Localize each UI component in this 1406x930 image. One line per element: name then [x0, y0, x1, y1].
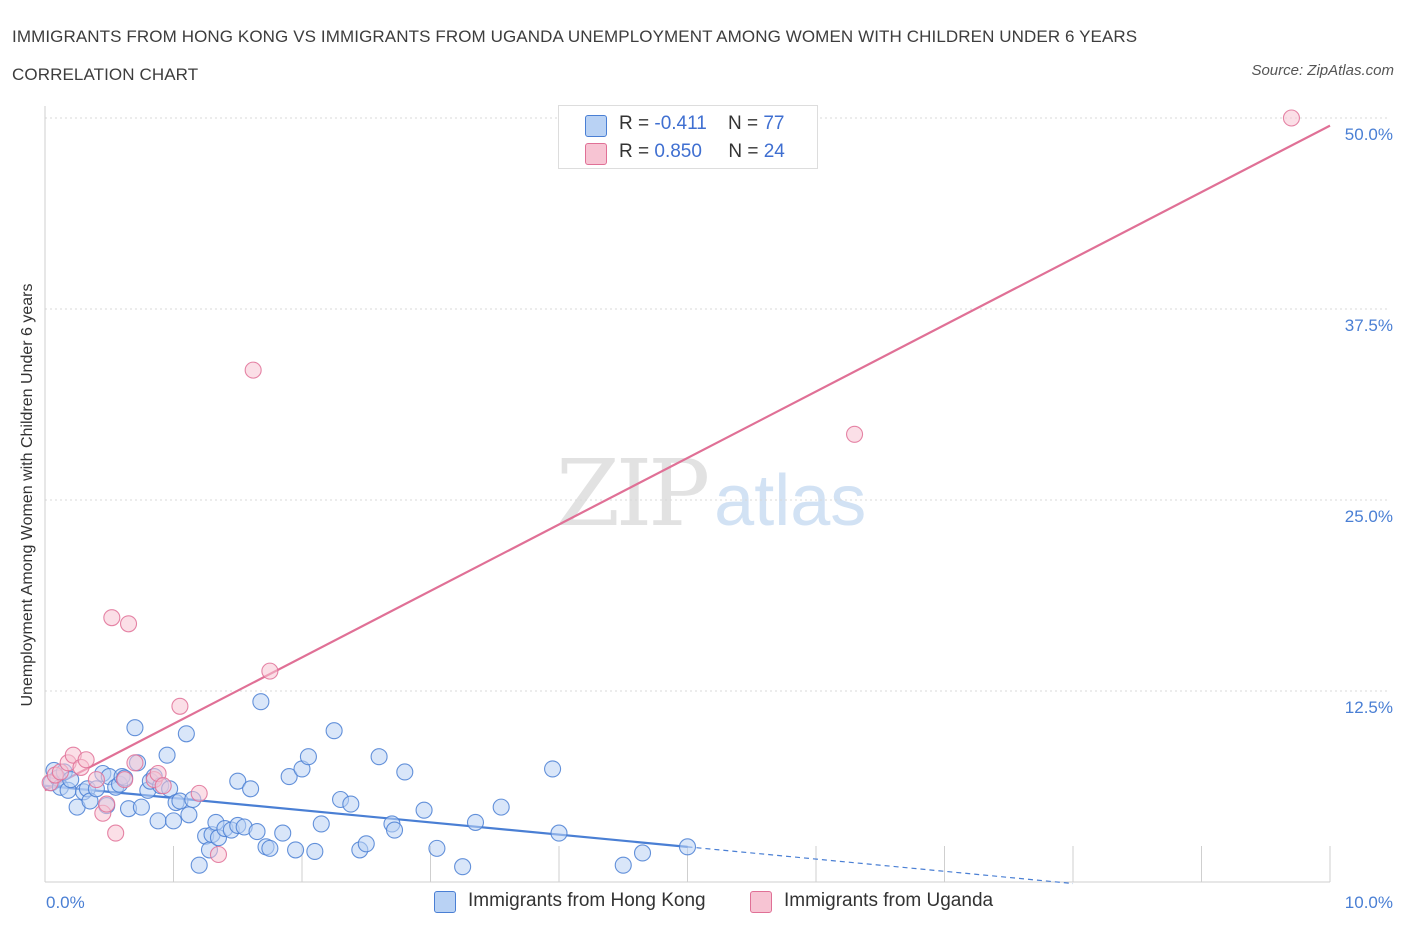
- n-label: N =: [727, 113, 764, 134]
- stats-text-uganda: R = 0.850 N = 24: [619, 141, 785, 163]
- data-point-uganda: [244, 361, 262, 379]
- data-point-hong-kong: [126, 719, 144, 737]
- data-point-uganda: [107, 824, 125, 842]
- data-point-uganda: [103, 609, 121, 627]
- data-point-hong-kong: [614, 856, 632, 874]
- data-point-hong-kong: [190, 856, 208, 874]
- data-point-hong-kong: [280, 768, 298, 786]
- data-point-hong-kong: [396, 763, 414, 781]
- trend-line-1: [44, 124, 1331, 792]
- axes: [44, 106, 1331, 883]
- data-point-hong-kong: [454, 858, 472, 876]
- data-point-uganda: [209, 845, 228, 864]
- stats-swatch-uganda: [585, 143, 607, 165]
- r-label: R =: [619, 113, 655, 134]
- data-point-uganda: [845, 425, 864, 443]
- data-point-hong-kong: [248, 823, 266, 841]
- data-point-hong-kong: [177, 725, 195, 743]
- legend-label-hong-kong: Immigrants from Hong Kong: [468, 890, 706, 911]
- data-point-uganda: [261, 662, 279, 680]
- data-point-hong-kong: [633, 844, 652, 862]
- r-label: R =: [619, 141, 655, 162]
- watermark-zip: ZIP: [556, 440, 710, 547]
- data-point-hong-kong: [678, 838, 697, 856]
- stats-text-hong-kong: R = -0.411 N = 77: [619, 113, 784, 135]
- data-point-hong-kong: [415, 801, 433, 819]
- x-tick-label: 10.0%: [1345, 893, 1393, 912]
- data-point-uganda: [98, 795, 116, 813]
- data-point-hong-kong: [229, 772, 247, 790]
- stats-swatch-hong-kong: [585, 115, 607, 137]
- stats-box: R = -0.411 N = 77 R = 0.850 N = 24: [558, 105, 818, 169]
- trend-line-extension-0: [687, 846, 1074, 885]
- n-label: N =: [728, 141, 764, 162]
- data-point-hong-kong: [299, 748, 317, 766]
- data-point-hong-kong: [287, 841, 305, 859]
- data-points: [41, 109, 1300, 876]
- r-value-hong-kong: -0.411: [654, 113, 707, 134]
- data-point-uganda: [77, 751, 95, 769]
- data-point-uganda: [190, 784, 208, 802]
- data-point-uganda: [171, 697, 189, 715]
- data-point-hong-kong: [306, 842, 324, 860]
- data-point-hong-kong: [370, 748, 388, 766]
- watermark-atlas: atlas: [714, 461, 867, 541]
- data-point-uganda: [126, 754, 144, 772]
- data-point-hong-kong: [252, 693, 270, 711]
- data-point-hong-kong: [164, 812, 183, 830]
- data-point-uganda: [1282, 109, 1300, 127]
- data-point-uganda: [87, 771, 105, 789]
- data-point-hong-kong: [180, 806, 198, 824]
- data-point-hong-kong: [342, 795, 360, 813]
- data-point-uganda: [119, 615, 138, 633]
- data-point-hong-kong: [149, 812, 167, 830]
- data-point-hong-kong: [385, 821, 404, 839]
- data-point-hong-kong: [312, 815, 330, 833]
- data-point-hong-kong: [466, 813, 485, 831]
- legend-swatch-hong-kong: [434, 891, 456, 913]
- data-point-hong-kong: [158, 746, 176, 764]
- x-tick-label: 0.0%: [46, 893, 85, 912]
- grid-lines: [45, 117, 1390, 692]
- data-point-hong-kong: [242, 780, 260, 798]
- y-tick-label: 12.5%: [1345, 698, 1393, 717]
- data-point-hong-kong: [357, 835, 375, 853]
- n-value-uganda: 24: [763, 141, 785, 162]
- watermark: ZIP atlas: [556, 440, 866, 547]
- r-value-uganda: 0.850: [654, 141, 702, 162]
- data-point-hong-kong: [492, 798, 510, 816]
- data-point-hong-kong: [261, 839, 279, 857]
- data-point-hong-kong: [132, 798, 150, 816]
- chart-title: IMMIGRANTS FROM HONG KONG VS IMMIGRANTS …: [12, 27, 1138, 84]
- tick-labels: 12.5% 25.0% 37.5% 50.0% 0.0% 10.0%: [46, 125, 1393, 912]
- data-point-hong-kong: [550, 824, 568, 842]
- chart-source: Source: ZipAtlas.com: [1251, 62, 1394, 79]
- y-tick-label: 25.0%: [1345, 507, 1393, 526]
- legend-label-uganda: Immigrants from Uganda: [784, 890, 994, 911]
- data-point-hong-kong: [325, 722, 343, 740]
- legend-swatch-uganda: [750, 891, 772, 913]
- data-point-uganda: [116, 771, 134, 789]
- data-point-hong-kong: [428, 839, 446, 857]
- data-point-hong-kong: [544, 760, 562, 778]
- y-tick-label: 50.0%: [1345, 125, 1393, 144]
- trend-lines: [44, 124, 1331, 885]
- data-point-uganda: [154, 777, 172, 795]
- y-tick-label: 37.5%: [1345, 316, 1393, 335]
- data-point-hong-kong: [274, 824, 292, 842]
- n-value-hong-kong: 77: [763, 113, 785, 134]
